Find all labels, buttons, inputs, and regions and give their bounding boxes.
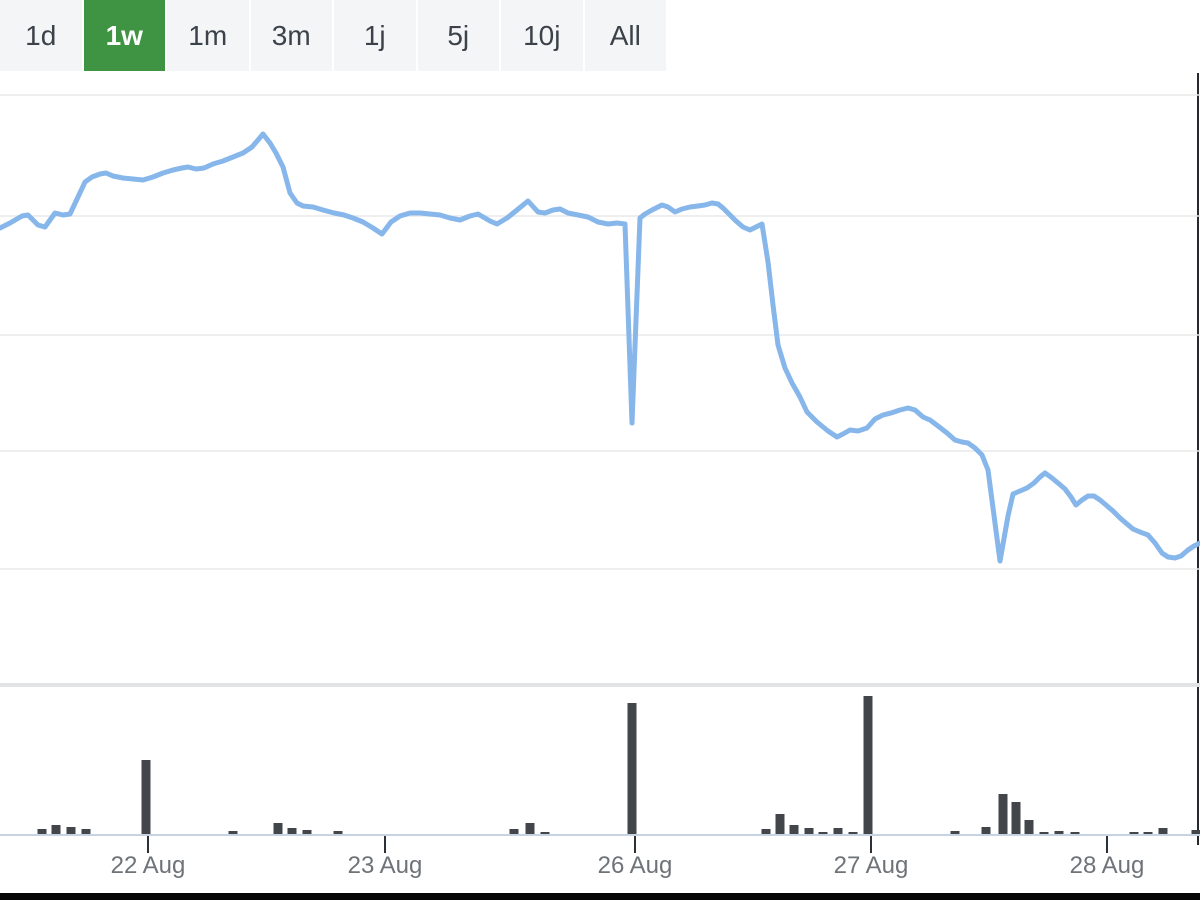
volume-bar	[525, 823, 535, 835]
volume-bar	[848, 832, 858, 835]
volume-bar	[775, 814, 785, 835]
volume-bar	[287, 828, 297, 835]
volume-bar	[333, 831, 343, 835]
timeframe-button-3m[interactable]: 3m	[250, 0, 332, 71]
volume-bar	[863, 696, 873, 835]
volume-bar	[818, 832, 828, 835]
timeframe-button-1j[interactable]: 1j	[334, 0, 416, 71]
volume-bar	[540, 832, 550, 835]
x-axis-label: 26 Aug	[598, 852, 673, 879]
x-axis-label: 27 Aug	[834, 852, 909, 879]
volume-bar	[141, 760, 151, 835]
volume-bar	[302, 830, 312, 835]
volume-bar	[1191, 830, 1200, 835]
volume-bar	[273, 823, 283, 835]
volume-bar	[1143, 832, 1153, 835]
timeframe-button-all[interactable]: All	[584, 0, 666, 71]
volume-bar	[804, 828, 814, 835]
bottom-bar	[0, 893, 1200, 900]
volume-bar	[509, 829, 519, 835]
volume-bar	[1011, 802, 1021, 835]
volume-bar	[1158, 828, 1168, 835]
timeframe-button-1d[interactable]: 1d	[0, 0, 82, 71]
volume-bar	[228, 831, 238, 835]
volume-bar	[761, 829, 771, 835]
volume-bar	[1070, 832, 1080, 835]
volume-bar	[1039, 832, 1049, 835]
volume-bar	[833, 828, 843, 835]
volume-bar	[789, 825, 799, 835]
volume-bar	[1129, 832, 1139, 835]
volume-bar	[627, 703, 637, 835]
volume-bar	[981, 827, 991, 835]
timeframe-button-1w[interactable]: 1w	[83, 0, 165, 71]
volume-bar	[51, 825, 61, 835]
price-line	[0, 131, 1200, 564]
volume-bar	[81, 829, 91, 835]
x-axis-label: 22 Aug	[111, 852, 186, 879]
volume-bar	[950, 831, 960, 835]
x-axis-label: 23 Aug	[348, 852, 423, 879]
volume-bar	[998, 794, 1008, 835]
volume-bar	[1054, 831, 1064, 835]
volume-bar	[37, 829, 47, 835]
pane-separator	[0, 683, 1200, 687]
volume-bar	[1024, 820, 1034, 835]
volume-bar	[66, 827, 76, 835]
timeframe-button-5j[interactable]: 5j	[417, 0, 499, 71]
timeframe-button-10j[interactable]: 10j	[501, 0, 583, 71]
x-axis-label: 28 Aug	[1070, 852, 1145, 879]
timeframe-button-1m[interactable]: 1m	[167, 0, 249, 71]
timeframe-toolbar: 1d 1w 1m 3m 1j 5j 10j All	[0, 0, 666, 71]
